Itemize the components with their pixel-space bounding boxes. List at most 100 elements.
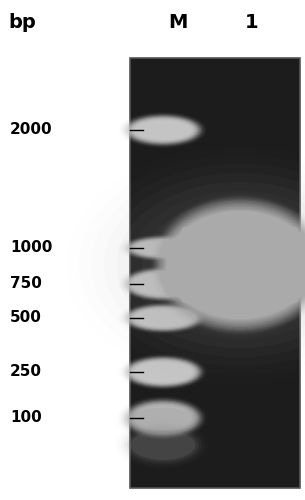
Ellipse shape (158, 202, 305, 328)
FancyBboxPatch shape (186, 232, 294, 298)
Text: 500: 500 (10, 310, 42, 326)
Ellipse shape (134, 309, 192, 327)
Bar (130, 58, 300, 488)
Ellipse shape (130, 118, 196, 142)
Ellipse shape (126, 116, 200, 144)
Ellipse shape (124, 356, 202, 388)
Ellipse shape (130, 272, 196, 296)
Ellipse shape (132, 240, 194, 256)
FancyBboxPatch shape (187, 232, 293, 298)
Ellipse shape (131, 272, 195, 295)
Ellipse shape (134, 362, 192, 382)
Ellipse shape (135, 363, 191, 381)
Ellipse shape (134, 274, 192, 294)
Ellipse shape (130, 307, 196, 329)
FancyBboxPatch shape (195, 240, 285, 290)
Ellipse shape (125, 269, 201, 299)
Ellipse shape (132, 404, 194, 431)
Ellipse shape (135, 240, 192, 256)
Ellipse shape (135, 120, 192, 140)
FancyBboxPatch shape (190, 235, 290, 295)
Ellipse shape (123, 114, 203, 146)
Ellipse shape (135, 310, 191, 326)
Ellipse shape (135, 310, 192, 326)
Ellipse shape (123, 304, 203, 332)
Ellipse shape (124, 404, 202, 436)
Ellipse shape (132, 308, 194, 328)
Ellipse shape (129, 306, 197, 330)
Ellipse shape (142, 200, 305, 330)
Ellipse shape (122, 356, 204, 388)
Ellipse shape (124, 114, 202, 146)
Ellipse shape (127, 401, 199, 435)
Ellipse shape (129, 402, 197, 434)
Ellipse shape (122, 268, 204, 300)
Ellipse shape (129, 238, 197, 258)
Ellipse shape (133, 240, 193, 256)
Ellipse shape (130, 403, 196, 433)
Text: 250: 250 (10, 364, 42, 380)
Ellipse shape (127, 358, 199, 386)
Ellipse shape (123, 398, 203, 438)
Ellipse shape (155, 209, 305, 322)
Ellipse shape (130, 360, 196, 384)
Ellipse shape (135, 274, 192, 293)
Ellipse shape (126, 270, 200, 298)
Ellipse shape (129, 271, 197, 297)
FancyBboxPatch shape (193, 238, 287, 292)
Ellipse shape (167, 211, 305, 319)
Text: bp: bp (8, 12, 36, 32)
Ellipse shape (132, 361, 194, 383)
Ellipse shape (135, 362, 192, 382)
Ellipse shape (128, 238, 198, 258)
Ellipse shape (164, 208, 305, 322)
Text: 1000: 1000 (10, 240, 52, 256)
FancyBboxPatch shape (185, 230, 295, 300)
Ellipse shape (124, 236, 202, 260)
Ellipse shape (125, 357, 201, 387)
Ellipse shape (157, 200, 305, 330)
FancyBboxPatch shape (182, 228, 298, 302)
Ellipse shape (128, 358, 198, 386)
Ellipse shape (122, 304, 204, 332)
Ellipse shape (134, 240, 192, 256)
Ellipse shape (127, 306, 199, 330)
Ellipse shape (134, 406, 192, 430)
Ellipse shape (131, 430, 196, 460)
Ellipse shape (132, 273, 194, 295)
Ellipse shape (127, 406, 199, 434)
Ellipse shape (123, 356, 203, 388)
Ellipse shape (123, 268, 203, 300)
Ellipse shape (124, 268, 202, 300)
Ellipse shape (124, 304, 202, 332)
Ellipse shape (165, 210, 305, 320)
FancyBboxPatch shape (189, 234, 291, 296)
Ellipse shape (125, 304, 201, 332)
Ellipse shape (131, 360, 195, 384)
Ellipse shape (121, 355, 205, 389)
FancyBboxPatch shape (192, 237, 288, 293)
Text: 100: 100 (10, 410, 42, 426)
Ellipse shape (159, 203, 305, 327)
Ellipse shape (130, 238, 196, 258)
Ellipse shape (125, 115, 201, 145)
Ellipse shape (133, 405, 193, 431)
Ellipse shape (121, 267, 205, 301)
Ellipse shape (128, 402, 198, 434)
Ellipse shape (127, 428, 199, 462)
Ellipse shape (128, 116, 198, 143)
Text: 1: 1 (245, 12, 259, 32)
Ellipse shape (131, 239, 195, 257)
Ellipse shape (125, 400, 201, 436)
Ellipse shape (160, 204, 305, 326)
FancyBboxPatch shape (181, 227, 299, 303)
Ellipse shape (126, 358, 200, 386)
Ellipse shape (122, 398, 204, 438)
FancyBboxPatch shape (183, 228, 297, 302)
Ellipse shape (126, 237, 200, 259)
Ellipse shape (131, 118, 195, 142)
Ellipse shape (133, 308, 193, 328)
Ellipse shape (131, 404, 195, 432)
Ellipse shape (122, 114, 204, 146)
Ellipse shape (129, 117, 197, 143)
